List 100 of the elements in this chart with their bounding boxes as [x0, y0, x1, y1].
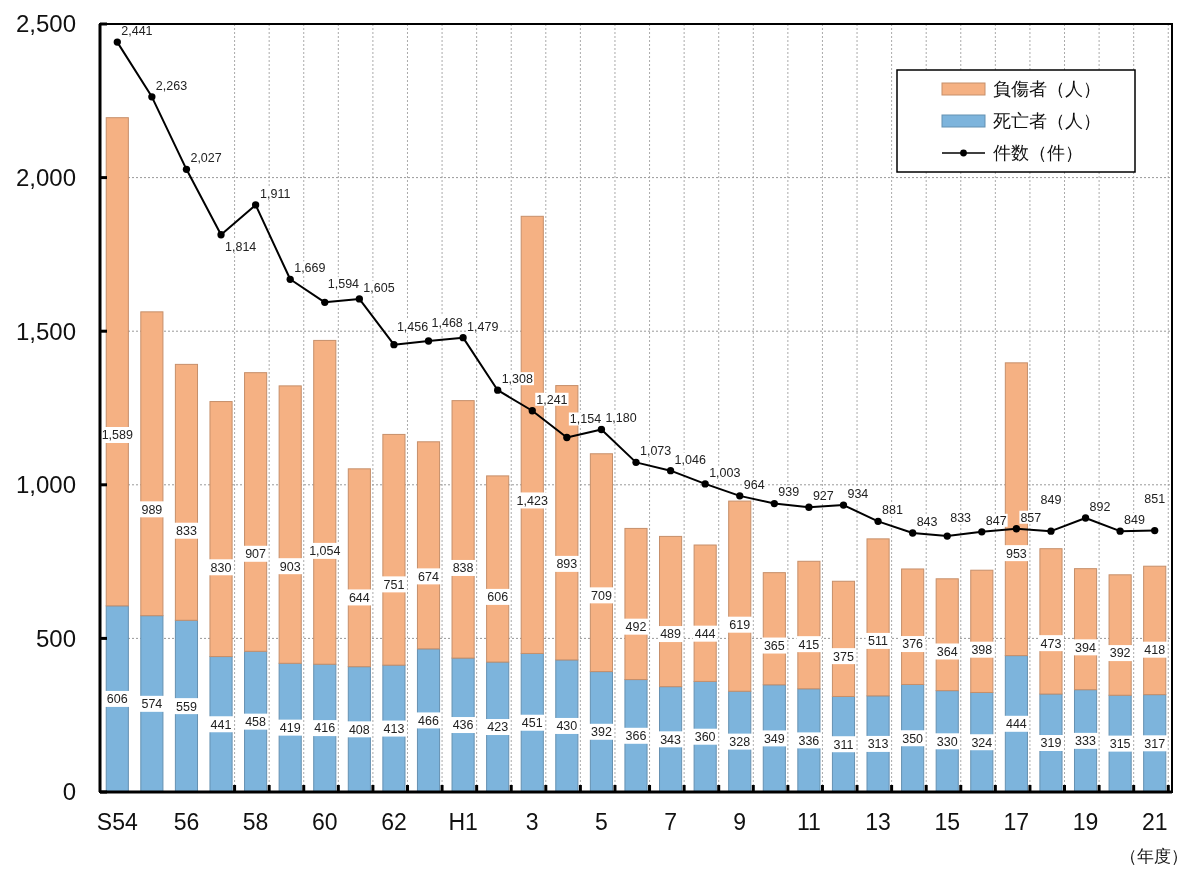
y-tick-label: 2,500 [15, 10, 76, 38]
data-label: 893 [556, 557, 578, 572]
data-label: 927 [812, 489, 834, 504]
bar [866, 538, 890, 697]
legend-label: 件数（件） [993, 142, 1083, 164]
data-label: 847 [985, 513, 1007, 528]
point [459, 334, 467, 342]
data-label: 376 [902, 637, 924, 652]
x-axis-title: （年度） [1120, 846, 1188, 866]
bar [486, 475, 510, 663]
data-label: 903 [279, 559, 301, 574]
point [632, 458, 640, 467]
data-label: 398 [971, 643, 993, 658]
data-label: 418 [1144, 643, 1166, 658]
bar [1108, 574, 1132, 696]
data-label: 606 [487, 590, 509, 605]
bar [278, 385, 302, 664]
data-label: 1,594 [327, 277, 360, 292]
data-label: 1,605 [363, 280, 395, 295]
data-label: 511 [868, 634, 889, 649]
x-tick-label: 60 [311, 809, 338, 835]
bar [140, 615, 164, 793]
bar [209, 401, 233, 658]
data-label: 408 [348, 722, 370, 737]
data-label: 1,154 [569, 412, 602, 427]
y-tick-label: 0 [62, 778, 76, 806]
data-label: 849 [1040, 493, 1062, 508]
data-label: 313 [867, 737, 889, 752]
data-label: 751 [383, 577, 405, 592]
data-label: 419 [279, 721, 301, 736]
data-label: 857 [1020, 510, 1042, 525]
x-tick-label: 15 [934, 809, 961, 835]
data-label: 559 [176, 699, 197, 714]
data-label: 843 [916, 514, 938, 529]
data-label: 330 [936, 734, 958, 749]
y-tick-label: 2,000 [15, 164, 76, 191]
x-tick-label: 3 [525, 809, 539, 835]
data-label: 851 [1144, 492, 1166, 507]
x-tick-label: 19 [1072, 809, 1099, 835]
point [251, 201, 260, 209]
data-label: 324 [971, 735, 993, 750]
data-label: 1,456 [396, 319, 429, 334]
data-label: 392 [1109, 646, 1131, 661]
data-label: 644 [348, 590, 370, 605]
y-tick-label: 500 [35, 624, 76, 652]
data-label: 1,003 [709, 465, 741, 480]
data-label: 1,423 [516, 493, 548, 508]
point [182, 165, 191, 173]
bar [382, 433, 406, 666]
data-label: 1,241 [536, 392, 568, 407]
data-label: 881 [882, 503, 903, 518]
data-label: 319 [1040, 736, 1062, 751]
data-label: 838 [452, 561, 474, 576]
data-label: 1,669 [294, 261, 326, 276]
data-label: 458 [245, 715, 267, 730]
data-label: 1,046 [674, 452, 706, 467]
data-label: 473 [1040, 636, 1062, 651]
data-label: 328 [729, 734, 751, 749]
data-label: 317 [1144, 736, 1166, 751]
data-label: 674 [418, 569, 439, 584]
legend-label: 負傷者（人） [993, 78, 1101, 100]
point [1081, 514, 1090, 522]
x-tick-label: 17 [1003, 809, 1030, 835]
point [494, 386, 502, 394]
point [528, 407, 536, 415]
bar [140, 311, 164, 617]
bar [347, 468, 371, 668]
point [736, 492, 744, 500]
point [908, 529, 917, 537]
point [1012, 525, 1021, 533]
bar [797, 560, 821, 690]
data-label: 964 [743, 477, 765, 492]
x-tick-label: 5 [595, 809, 608, 835]
point [113, 38, 121, 46]
data-label: 360 [694, 730, 716, 745]
data-label: 1,814 [225, 239, 257, 254]
point [390, 341, 398, 349]
data-label: 2,263 [155, 78, 188, 93]
bar [831, 580, 856, 697]
data-label: 394 [1075, 640, 1097, 655]
data-label: 364 [936, 644, 958, 659]
data-label: 1,589 [101, 428, 133, 443]
bar [244, 372, 268, 652]
bar [451, 400, 475, 659]
data-label: 892 [1089, 499, 1111, 514]
data-label: 430 [556, 719, 578, 734]
point [770, 499, 778, 508]
data-label: 336 [798, 733, 820, 748]
data-label: 606 [106, 692, 128, 707]
point [286, 275, 294, 283]
data-label: 833 [176, 524, 197, 539]
data-label: 939 [778, 485, 800, 500]
point [701, 480, 709, 488]
x-tick-label: 56 [173, 809, 200, 835]
data-label: 349 [763, 731, 785, 746]
data-label: 989 [141, 502, 163, 517]
point [1116, 527, 1124, 535]
data-label: 392 [590, 725, 612, 740]
point [355, 295, 364, 303]
bar [209, 656, 233, 793]
